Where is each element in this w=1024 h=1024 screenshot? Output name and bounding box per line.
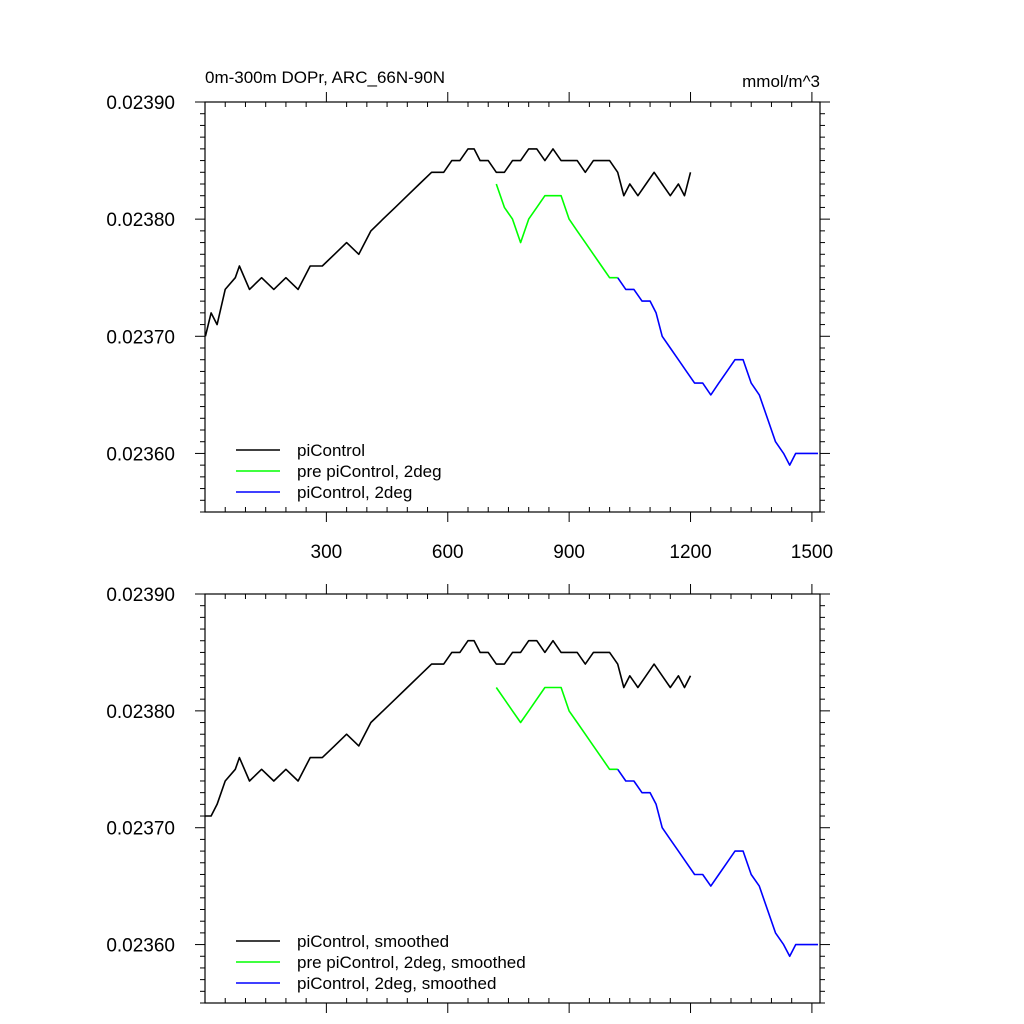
- series-line: [617, 768, 818, 958]
- series-line: [495, 686, 618, 771]
- x-tick-label: 1500: [791, 542, 833, 563]
- y-tick-label: 0.02360: [106, 444, 175, 465]
- y-tick-label: 0.02390: [106, 93, 175, 114]
- plot-frame: [204, 101, 821, 513]
- units-label: mmol/m^3: [742, 72, 820, 91]
- x-tick-label: 1200: [669, 542, 711, 563]
- y-tick-label: 0.02380: [106, 702, 175, 723]
- x-tick-label: 300: [311, 542, 343, 563]
- series-line: [617, 277, 818, 466]
- series-line: [495, 183, 618, 279]
- plot-frame: [204, 593, 821, 1004]
- legend-label: pre piControl, 2deg: [297, 462, 442, 481]
- y-tick-label: 0.02360: [106, 936, 175, 957]
- legend-label: pre piControl, 2deg, smoothed: [297, 953, 526, 972]
- y-tick-label: 0.02370: [106, 327, 175, 348]
- legend-label: piControl: [297, 441, 365, 460]
- legend-label: piControl, 2deg, smoothed: [297, 974, 496, 993]
- bottom-panel: 0.02360 0.02370 0.02380 0.02390 piControl, s…: [106, 584, 830, 1013]
- y-tick-label: 0.02390: [106, 585, 175, 606]
- series-line: [205, 639, 692, 817]
- chart-title: 0m-300m DOPr, ARC_66N-90N: [205, 68, 445, 87]
- x-tick-label: 900: [553, 542, 585, 563]
- legend-label: piControl, 2deg: [297, 483, 412, 502]
- top-panel: 0m-300m DOPr, ARC_66N-90N mmol/m^3 300 60…: [106, 68, 833, 563]
- y-tick-label: 0.02380: [106, 210, 175, 231]
- x-tick-label: 600: [432, 542, 464, 563]
- legend-label: piControl, smoothed: [297, 932, 449, 951]
- series-line: [204, 148, 692, 337]
- y-tick-label: 0.02370: [106, 819, 175, 840]
